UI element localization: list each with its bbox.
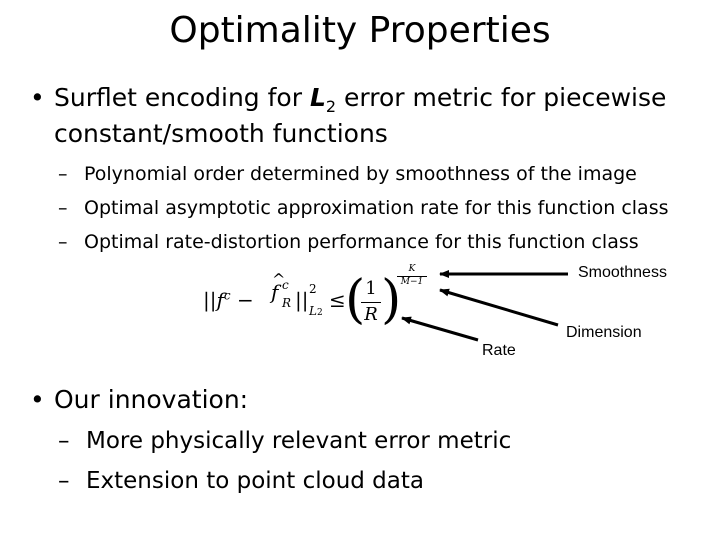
label-dimension: Dimension xyxy=(566,324,642,341)
formula-denominator: R xyxy=(364,304,378,325)
sub-item-approximation: – Optimal asymptotic approximation rate f… xyxy=(58,196,669,220)
formula-fraction-bar xyxy=(361,302,381,303)
error-bound-formula: ||fc − ^ f c R || 2 L2 ≤ ( 1 R ) K M−1 xyxy=(203,264,433,338)
formula-norm: || xyxy=(295,288,309,312)
formula-approx-sub: R xyxy=(282,296,292,310)
formula-paren-right: ) xyxy=(381,270,402,330)
sub-item-rate-distortion: – Optimal rate-distortion performance for… xyxy=(58,230,639,254)
dash: – xyxy=(58,197,68,219)
label-rate: Rate xyxy=(482,342,516,359)
formula-numerator: 1 xyxy=(365,278,377,299)
formula-approx-sup: c xyxy=(282,278,289,292)
formula-approx-f: f xyxy=(271,280,279,304)
sub-item-polynomial: – Polynomial order determined by smoothne… xyxy=(58,162,637,186)
sub-text: Optimal rate-distortion performance for … xyxy=(84,231,639,253)
math-l-sub: 2 xyxy=(325,97,337,116)
label-smoothness: Smoothness xyxy=(578,264,667,281)
bullet-text-pre: Surflet encoding for xyxy=(54,83,310,112)
formula-norm-sup: 2 xyxy=(309,282,317,296)
bullet-line-2: constant/smooth functions xyxy=(54,119,388,148)
formula-norm-l: L xyxy=(309,304,317,318)
dimension-arrow xyxy=(439,288,559,327)
dash: – xyxy=(58,163,68,185)
formula-approx: ^ f c R xyxy=(271,270,291,310)
bullet-dot: • xyxy=(30,385,45,414)
formula-exp-num: K xyxy=(408,264,416,274)
formula-minus: − xyxy=(230,288,254,312)
formula-hat: ^ xyxy=(272,270,286,289)
bullet-text-post: error metric for piecewise xyxy=(336,83,667,112)
formula-exp-bar xyxy=(397,276,427,277)
sub-text: More physically relevant error metric xyxy=(86,428,512,454)
formula-norm-l-sub: 2 xyxy=(316,308,323,318)
rate-arrow xyxy=(401,316,479,342)
formula-leq: ≤ xyxy=(329,288,346,312)
bullet-dot: • xyxy=(30,83,45,112)
formula-f: ||f xyxy=(203,288,224,312)
formula-f-sup: c xyxy=(223,288,231,303)
sub-text: Extension to point cloud data xyxy=(86,468,424,494)
dash: – xyxy=(58,428,70,454)
sub-text: Polynomial order determined by smoothnes… xyxy=(84,163,637,185)
formula-exp-den: M−1 xyxy=(400,277,424,287)
dash: – xyxy=(58,468,70,494)
sub-item-point-cloud: – Extension to point cloud data xyxy=(58,466,424,496)
formula-lhs: ||fc − xyxy=(203,288,254,312)
sub-text: Optimal asymptotic approximation rate fo… xyxy=(84,197,669,219)
math-l: L xyxy=(309,83,326,112)
formula-paren-left: ( xyxy=(345,270,366,330)
slide-title: Optimality Properties xyxy=(169,10,551,51)
dash: – xyxy=(58,231,68,253)
formula-norm-sub: L2 xyxy=(309,304,323,318)
sub-item-error-metric: – More physically relevant error metric xyxy=(58,426,511,456)
bullet-line-1: Surflet encoding for L2 error metric for… xyxy=(54,82,666,123)
bullet-innovation-text: Our innovation: xyxy=(54,385,249,414)
